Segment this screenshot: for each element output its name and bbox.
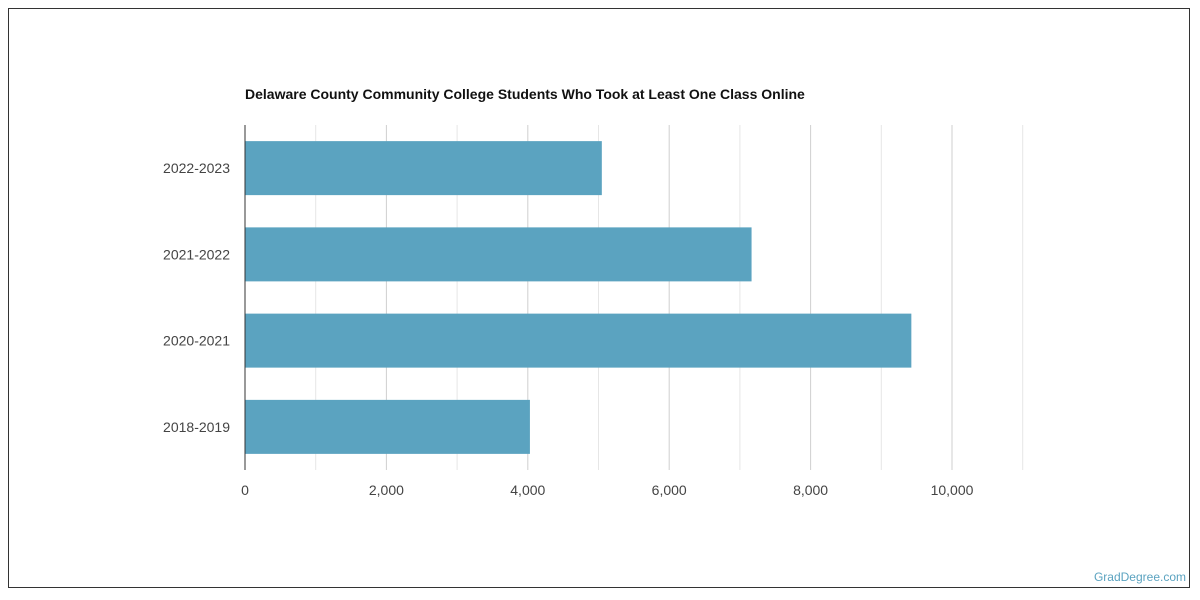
- x-tick-label: 0: [241, 482, 249, 498]
- bar: [245, 227, 752, 282]
- y-tick-label: 2018-2019: [163, 419, 230, 435]
- y-tick-label: 2021-2022: [163, 246, 230, 262]
- x-tick-label: 2,000: [369, 482, 404, 498]
- x-tick-label: 10,000: [931, 482, 974, 498]
- x-tick-label: 8,000: [793, 482, 828, 498]
- bar: [245, 399, 530, 454]
- bar: [245, 141, 602, 196]
- chart-title: Delaware County Community College Studen…: [245, 86, 805, 102]
- x-tick-label: 4,000: [510, 482, 545, 498]
- credit-link[interactable]: GradDegree.com: [1093, 570, 1186, 584]
- x-tick-label: 6,000: [652, 482, 687, 498]
- y-tick-label: 2020-2021: [163, 333, 230, 349]
- chart-frame: [8, 8, 1190, 588]
- bar: [245, 313, 912, 368]
- y-tick-label: 2022-2023: [163, 160, 230, 176]
